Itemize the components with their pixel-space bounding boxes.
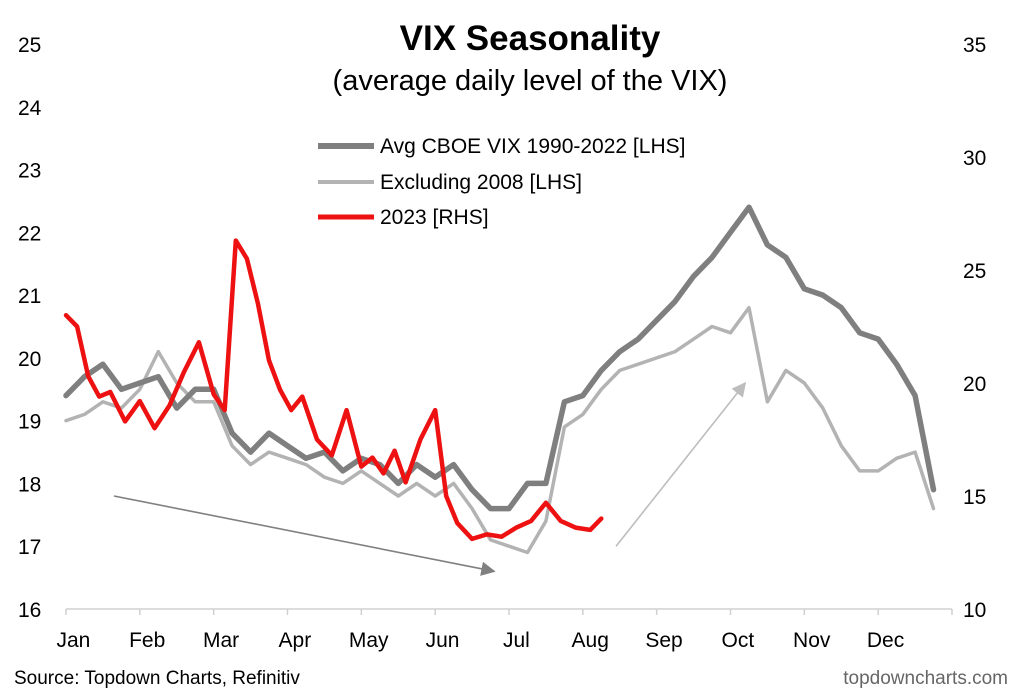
x-axis: Jan Feb Mar Apr May Jun Jul Aug Sep Oct Nov Dec — [56, 608, 953, 652]
x-tick-label: Mar — [203, 629, 239, 652]
right-tick-label: 10 — [963, 599, 986, 622]
chart-title: VIX Seasonality — [400, 19, 661, 58]
chart-subtitle: (average daily level of the VIX) — [333, 65, 728, 97]
trend-arrow — [615, 381, 747, 547]
left-axis-ticks: 16 17 18 19 20 21 22 23 24 25 — [18, 34, 42, 622]
right-tick-label: 15 — [963, 486, 986, 509]
series-lines — [63, 204, 937, 555]
legend-label-avg: Avg CBOE VIX 1990-2022 [LHS] — [380, 135, 685, 158]
watermark: topdowncharts.com — [843, 668, 1008, 689]
legend-label-ex2008: Excluding 2008 [LHS] — [380, 171, 582, 194]
left-tick-label: 16 — [18, 599, 41, 622]
left-tick-label: 17 — [18, 536, 41, 559]
left-tick-label: 25 — [18, 34, 41, 57]
x-tick-label: Feb — [129, 629, 165, 652]
left-tick-label: 24 — [18, 97, 42, 120]
x-tick-label: Dec — [867, 629, 904, 652]
x-tick-label: Apr — [279, 629, 312, 652]
series-2023-line — [63, 238, 604, 542]
x-tick-label: Jan — [56, 629, 90, 652]
right-tick-label: 25 — [963, 260, 986, 283]
right-axis-ticks: 10 15 20 25 30 35 — [963, 34, 986, 622]
left-tick-label: 22 — [18, 222, 41, 245]
legend-label-2023: 2023 [RHS] — [380, 206, 489, 229]
left-tick-label: 19 — [18, 411, 41, 434]
trend-arrow — [113, 495, 496, 576]
x-tick-label: Jun — [426, 629, 460, 652]
x-tick-label: Jul — [503, 629, 530, 652]
trend-arrows — [113, 381, 747, 576]
right-tick-label: 35 — [963, 34, 986, 57]
series-avg-vix-line — [63, 204, 937, 512]
right-tick-label: 30 — [963, 147, 986, 170]
x-tick-label: May — [349, 629, 389, 652]
left-tick-label: 21 — [18, 285, 41, 308]
x-tick-label: Aug — [572, 629, 609, 652]
left-tick-label: 18 — [18, 473, 41, 496]
source-note: Source: Topdown Charts, Refinitiv — [14, 668, 300, 689]
x-tick-label: Nov — [793, 629, 831, 652]
legend: Avg CBOE VIX 1990-2022 [LHS] Excluding 2… — [318, 135, 685, 229]
series-excluding-2008-line — [64, 305, 936, 555]
right-tick-label: 20 — [963, 373, 986, 396]
left-tick-label: 20 — [18, 348, 41, 371]
left-tick-label: 23 — [18, 160, 41, 183]
x-tick-label: Oct — [722, 629, 755, 652]
x-tick-label: Sep — [645, 629, 682, 652]
